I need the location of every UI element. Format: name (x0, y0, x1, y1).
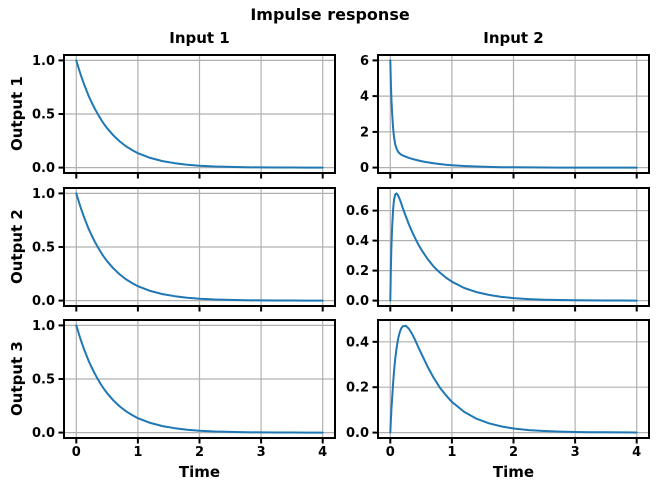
subplot-output2-input2: 0.0 0.2 0.4 0.6 (346, 187, 650, 312)
y-axis-label-output-2: Output 2 (8, 209, 26, 285)
subplot-output1-input1: 0.0 0.5 1.0 (32, 54, 336, 179)
plot-border (377, 54, 650, 174)
y-tick-label: 1.0 (32, 54, 55, 69)
x-tick-label: 1 (133, 445, 142, 460)
x-tick-label: 2 (509, 445, 518, 460)
column-title-input-1: Input 1 (169, 29, 230, 47)
x-tick-label: 0 (72, 445, 81, 460)
x-axis-label-time-left: Time (178, 463, 221, 481)
x-tick-label: 3 (257, 445, 266, 460)
y-tick-label: 6 (360, 54, 369, 69)
y-tick-label: 0.0 (346, 426, 369, 441)
y-tick-label: 0.5 (32, 373, 55, 388)
y-tick-label: 0.2 (346, 264, 369, 279)
impulse-response-curve (75, 59, 324, 169)
subplot-output3-input2: 0 1 2 3 4 0.0 0.2 0.4 (346, 319, 650, 460)
x-tick-label: 4 (632, 445, 641, 460)
y-axis-label-output-1: Output 1 (8, 76, 26, 152)
y-tick-label: 4 (360, 90, 369, 105)
x-tick-label: 3 (571, 445, 580, 460)
impulse-response-curve (75, 192, 324, 302)
plot-border (63, 54, 336, 174)
plot-border (377, 319, 650, 439)
y-tick-label: 0.6 (346, 204, 369, 219)
y-tick-label: 0.4 (346, 234, 369, 249)
plot-border (377, 187, 650, 307)
impulse-response-curve (389, 324, 638, 434)
impulse-response-curve (389, 192, 638, 302)
y-tick-label: 1.0 (32, 187, 55, 202)
x-tick-label: 4 (318, 445, 327, 460)
y-tick-label: 2 (360, 125, 369, 140)
impulse-response-curve (75, 324, 324, 434)
y-tick-label: 0.0 (32, 426, 55, 441)
x-tick-label: 0 (386, 445, 395, 460)
plot-border (63, 187, 336, 307)
y-tick-label: 0 (360, 161, 369, 176)
y-tick-label: 0.5 (32, 108, 55, 123)
y-tick-label: 1.0 (32, 319, 55, 334)
impulse-response-curve (389, 59, 638, 169)
y-tick-label: 0.4 (346, 335, 369, 350)
x-axis-label-time-right: Time (492, 463, 535, 481)
x-tick-label: 2 (195, 445, 204, 460)
y-tick-label: 0.2 (346, 381, 369, 396)
y-axis-label-output-3: Output 3 (8, 341, 26, 417)
plot-border (63, 319, 336, 439)
y-tick-label: 0.5 (32, 241, 55, 256)
figure-title: Impulse response (250, 5, 410, 24)
x-tick-label: 1 (447, 445, 456, 460)
column-title-input-2: Input 2 (483, 29, 544, 47)
subplot-output2-input1: 0.0 0.5 1.0 (32, 187, 336, 312)
subplot-output1-input2: 0 2 4 6 (360, 54, 650, 179)
y-tick-label: 0.0 (346, 294, 369, 309)
subplot-output3-input1: 0 1 2 3 4 0.0 0.5 1.0 (32, 319, 336, 460)
y-tick-label: 0.0 (32, 161, 55, 176)
y-tick-label: 0.0 (32, 294, 55, 309)
